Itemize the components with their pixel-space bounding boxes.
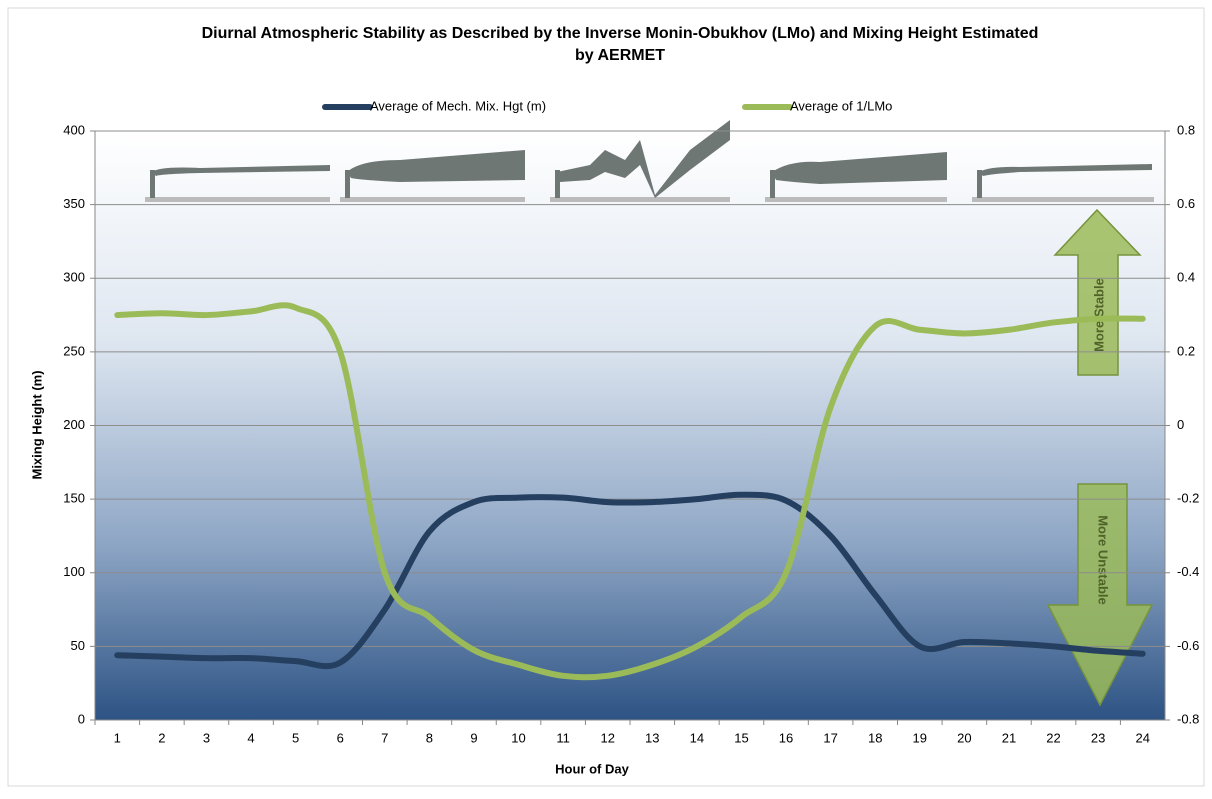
y2-tick-label: -0.4 xyxy=(1177,564,1199,579)
y-tick-label: 400 xyxy=(63,122,85,137)
chart-title: Diurnal Atmospheric Stability as Describ… xyxy=(202,25,1039,42)
x-tick-label: 1 xyxy=(114,730,121,745)
x-tick-label: 23 xyxy=(1091,730,1105,745)
y2-tick-label: -0.8 xyxy=(1177,711,1199,726)
x-tick-label: 4 xyxy=(247,730,254,745)
x-tick-label: 17 xyxy=(823,730,837,745)
x-tick-label: 24 xyxy=(1135,730,1149,745)
annotation: More Unstable xyxy=(1096,515,1111,605)
x-tick-label: 22 xyxy=(1046,730,1060,745)
x-tick-label: 2 xyxy=(158,730,165,745)
y2-tick-label: 0.2 xyxy=(1177,343,1195,358)
legend-label: Average of 1/LMo xyxy=(790,98,892,113)
y-tick-label: 350 xyxy=(63,196,85,211)
y2-tick-label: 0.4 xyxy=(1177,270,1195,285)
y-tick-label: 50 xyxy=(71,638,85,653)
y-tick-label: 200 xyxy=(63,417,85,432)
y-tick-label: 250 xyxy=(63,343,85,358)
x-tick-label: 7 xyxy=(381,730,388,745)
x-tick-label: 16 xyxy=(779,730,793,745)
x-tick-label: 12 xyxy=(600,730,614,745)
x-tick-label: 20 xyxy=(957,730,971,745)
chart-border xyxy=(7,7,1205,787)
plume-illustrations xyxy=(145,120,1154,202)
x-tick-label: 14 xyxy=(690,730,704,745)
y2-tick-label: 0.8 xyxy=(1177,122,1195,137)
annotation: More Stable xyxy=(1091,278,1106,352)
y2-tick-label: 0 xyxy=(1177,417,1184,432)
legend-label: Average of Mech. Mix. Hgt (m) xyxy=(370,98,546,113)
x-tick-label: 9 xyxy=(470,730,477,745)
x-tick-label: 10 xyxy=(511,730,525,745)
x-tick-label: 8 xyxy=(426,730,433,745)
y-tick-label: 150 xyxy=(63,491,85,506)
x-tick-label: 21 xyxy=(1002,730,1016,745)
x-tick-label: 13 xyxy=(645,730,659,745)
x-axis-title: Hour of Day xyxy=(555,761,629,776)
series-line xyxy=(114,491,1146,670)
y-tick-label: 300 xyxy=(63,270,85,285)
series-line xyxy=(114,302,1146,681)
x-tick-label: 5 xyxy=(292,730,299,745)
x-tick-label: 15 xyxy=(734,730,748,745)
x-tick-label: 11 xyxy=(556,730,570,745)
y-tick-label: 0 xyxy=(78,711,85,726)
x-tick-label: 6 xyxy=(337,730,344,745)
y-tick-label: 100 xyxy=(63,564,85,579)
x-tick-label: 19 xyxy=(913,730,927,745)
y-axis-title: Mixing Height (m) xyxy=(29,370,44,479)
chart-title: by AERMET xyxy=(575,47,665,64)
x-tick-label: 3 xyxy=(203,730,210,745)
y2-tick-label: -0.6 xyxy=(1177,638,1199,653)
y2-tick-label: 0.6 xyxy=(1177,196,1195,211)
x-tick-label: 18 xyxy=(868,730,882,745)
y2-tick-label: -0.2 xyxy=(1177,491,1199,506)
